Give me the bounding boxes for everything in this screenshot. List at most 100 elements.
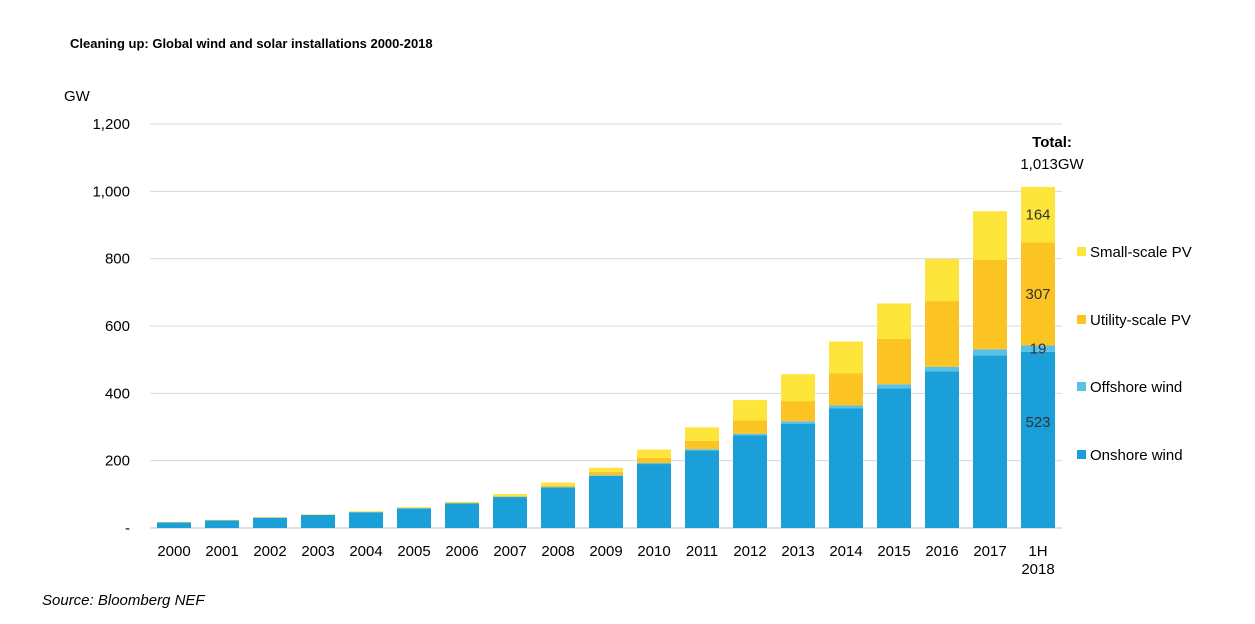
bar-onshore-wind [205,520,239,528]
bar-onshore-wind [301,514,335,528]
bar-small-scale-pv [877,303,911,339]
bar-small-scale-pv [973,211,1007,261]
source-note: Source: Bloomberg NEF [42,592,205,609]
bar-onshore-wind [493,497,527,528]
x-tick-label: 2016 [925,543,958,560]
bar-utility-scale-pv [829,373,863,406]
data-label: 523 [1025,414,1050,431]
bar-onshore-wind [349,512,383,528]
bar-offshore-wind [877,384,911,389]
bar-offshore-wind [589,475,623,476]
bar-onshore-wind [157,522,191,528]
bar-offshore-wind [685,449,719,451]
bar-small-scale-pv [445,501,479,504]
legend-swatch [1077,315,1086,324]
bar-small-scale-pv [301,514,335,515]
bar-onshore-wind [733,435,767,528]
bar-offshore-wind [397,508,431,509]
bar-onshore-wind [973,355,1007,528]
bar-offshore-wind [781,421,815,424]
bar-small-scale-pv [925,259,959,302]
data-label: 164 [1025,207,1050,224]
x-tick-label: 2015 [877,543,910,560]
bar-onshore-wind [781,423,815,528]
bar-offshore-wind [637,463,671,465]
bar-onshore-wind [685,450,719,528]
bar-onshore-wind [1021,351,1055,528]
y-tick-label: 600 [105,318,130,335]
bar-small-scale-pv [685,427,719,441]
bar-onshore-wind [637,464,671,528]
total-label: Total: [1032,134,1072,151]
bar-small-scale-pv [205,519,239,521]
bar-small-scale-pv [637,449,671,458]
y-tick-label: 1,200 [92,116,130,133]
x-tick-label: 2007 [493,543,526,560]
legend-label: Offshore wind [1090,379,1182,396]
bar-utility-scale-pv [685,440,719,450]
x-tick-label: 2010 [637,543,670,560]
legend-swatch [1077,450,1086,459]
bar-onshore-wind [925,371,959,528]
bar-offshore-wind [541,486,575,488]
bar-small-scale-pv [253,517,287,518]
x-tick-label: 2011 [686,543,718,560]
bar-small-scale-pv [541,482,575,486]
x-tick-label: 2006 [445,543,478,560]
bar-small-scale-pv [829,341,863,374]
x-tick-label: 2017 [973,543,1006,560]
bar-utility-scale-pv [973,260,1007,350]
chart-title: Cleaning up: Global wind and solar insta… [70,36,433,51]
bar-utility-scale-pv [541,485,575,487]
bar-utility-scale-pv [925,301,959,367]
bar-offshore-wind [493,496,527,498]
bar-onshore-wind [877,388,911,528]
legend-swatch [1077,247,1086,256]
bar-small-scale-pv [157,521,191,523]
bar-onshore-wind [397,508,431,528]
y-unit-label: GW [64,88,91,105]
x-tick-label: 2013 [781,543,814,560]
x-tick-label: 2008 [541,543,574,560]
y-tick-label: 200 [105,453,130,470]
data-label: 19 [1030,341,1047,358]
bar-offshore-wind [445,503,479,504]
data-label: 307 [1025,286,1050,303]
x-tick-label: 2009 [589,543,622,560]
bar-utility-scale-pv [781,401,815,422]
y-tick-label: 400 [105,385,130,402]
y-tick-label: 800 [105,251,130,268]
y-tick-label: 1,000 [92,183,130,200]
x-tick-label: 2012 [733,543,766,560]
bar-onshore-wind [445,503,479,528]
bar-utility-scale-pv [877,338,911,385]
bar-onshore-wind [253,517,287,528]
x-tick-label: 2001 [205,543,238,560]
legend-label: Small-scale PV [1090,244,1192,261]
total-value: 1,013GW [1020,156,1084,173]
bar-small-scale-pv [1021,186,1055,243]
bar-small-scale-pv [349,511,383,513]
legend-swatch [1077,382,1086,391]
x-tick-label: 1H 2018 [1021,543,1054,578]
bar-offshore-wind [973,349,1007,356]
x-tick-label: 2004 [349,543,382,560]
bar-utility-scale-pv [637,457,671,464]
bar-small-scale-pv [397,507,431,509]
bar-small-scale-pv [781,374,815,402]
bar-offshore-wind [1021,345,1055,352]
bar-utility-scale-pv [589,471,623,476]
bar-small-scale-pv [733,400,767,421]
legend-label: Utility-scale PV [1090,312,1191,329]
bar-offshore-wind [829,405,863,409]
x-tick-label: 2005 [397,543,430,560]
x-tick-label: 2014 [829,543,862,560]
x-tick-label: 2000 [157,543,190,560]
y-tick-label: - [125,520,130,537]
bar-offshore-wind [733,433,767,436]
x-tick-label: 2002 [253,543,286,560]
bar-onshore-wind [589,475,623,528]
bar-onshore-wind [829,408,863,528]
